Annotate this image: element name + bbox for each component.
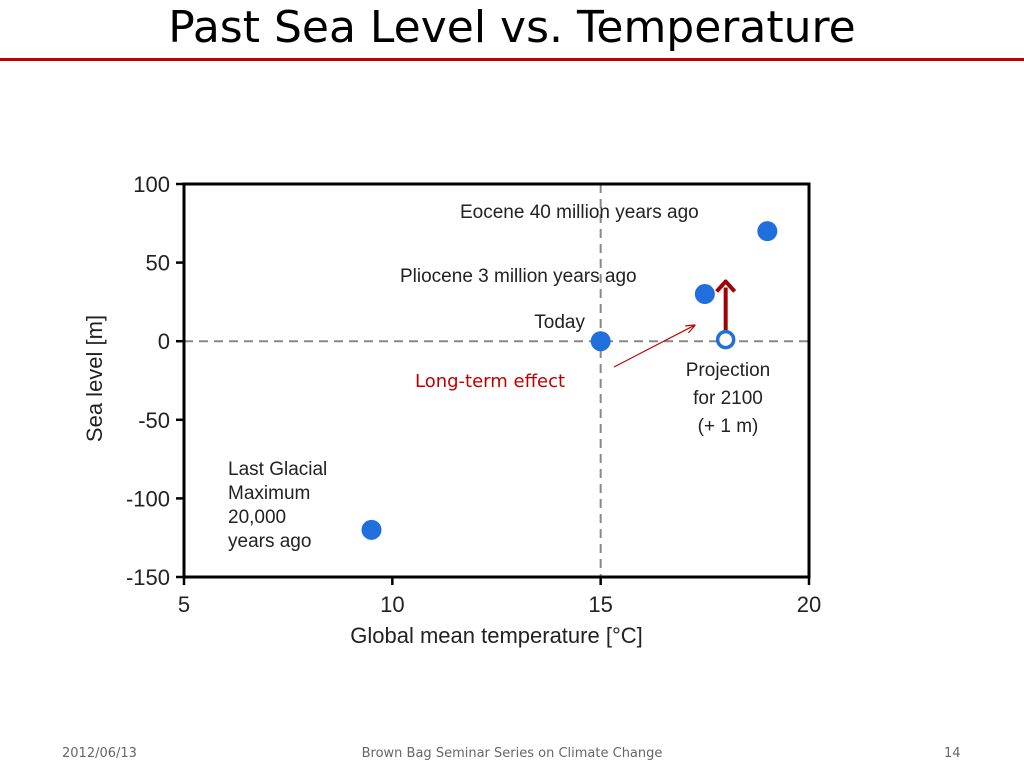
- data-point-projection: [715, 329, 736, 350]
- data-point: [361, 519, 382, 540]
- y-tick-label: 100: [133, 172, 170, 197]
- data-point: [590, 331, 611, 352]
- y-tick-label: 50: [146, 251, 170, 276]
- footer-date: 2012/06/13: [62, 746, 137, 761]
- long-term-arrowhead: [715, 279, 737, 293]
- y-tick-label: -100: [126, 486, 170, 511]
- y-tick-label: -50: [138, 408, 170, 433]
- point-label: Pliocene 3 million years ago: [400, 266, 637, 287]
- x-tick-label: 10: [380, 592, 404, 617]
- point-label: Last Glacial: [228, 459, 327, 480]
- slide-title: Past Sea Level vs. Temperature: [168, 2, 856, 53]
- point-label: Eocene 40 million years ago: [460, 202, 699, 223]
- plot-frame: [182, 182, 811, 579]
- footer-series-name: Brown Bag Seminar Series on Climate Chan…: [361, 746, 663, 761]
- x-axis-label: Global mean temperature [°C]: [350, 623, 643, 648]
- long-term-effect-label: Long-term effect: [415, 371, 565, 392]
- x-tick-label: 20: [797, 592, 821, 617]
- x-tick-label: 15: [588, 592, 612, 617]
- x-tick-label: 5: [178, 592, 190, 617]
- point-label: Today: [534, 312, 585, 333]
- y-tick-label: -150: [126, 565, 170, 590]
- footer-page-number: 14: [944, 746, 961, 761]
- long-term-effect-pointer: [613, 325, 695, 368]
- point-label: Projection: [686, 360, 771, 381]
- data-point: [757, 221, 778, 242]
- point-label: 20,000: [228, 507, 286, 528]
- data-point: [694, 284, 715, 305]
- point-label: Maximum: [228, 483, 310, 504]
- point-label: (+ 1 m): [698, 416, 759, 437]
- y-axis-label: Sea level [m]: [82, 315, 107, 442]
- y-tick-label: 0: [158, 329, 170, 354]
- point-label: years ago: [228, 531, 311, 552]
- point-label: for 2100: [693, 388, 763, 409]
- title-divider: [0, 58, 1024, 61]
